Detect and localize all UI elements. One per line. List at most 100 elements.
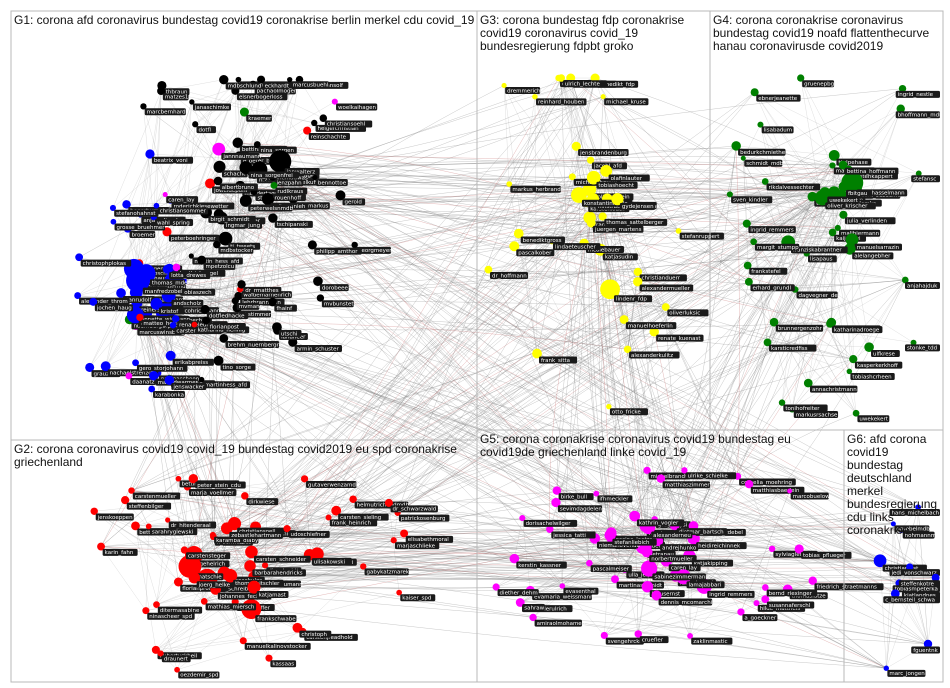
node-circle[interactable]: [125, 372, 133, 380]
node-circle[interactable]: [261, 562, 269, 569]
node-circle[interactable]: [656, 474, 666, 483]
node-circle[interactable]: [838, 181, 850, 192]
graph-node[interactable]: grosse_bruehmer: [110, 218, 166, 231]
node-circle[interactable]: [325, 514, 332, 521]
node-circle[interactable]: [492, 583, 500, 591]
graph-node[interactable]: norbertmueller: [641, 546, 697, 562]
node-circle[interactable]: [661, 303, 670, 311]
graph-node[interactable]: marcusbuehl: [287, 76, 329, 89]
graph-node[interactable]: peter_stein_cdu: [188, 474, 246, 489]
node-circle[interactable]: [180, 546, 189, 554]
node-circle[interactable]: [148, 385, 156, 393]
node-circle[interactable]: [192, 121, 199, 128]
graph-node[interactable]: jessica_tatti: [546, 525, 596, 539]
graph-node[interactable]: hans_michelbach: [889, 504, 941, 516]
node-circle[interactable]: [532, 94, 538, 100]
node-circle[interactable]: [153, 601, 160, 608]
graph-node[interactable]: lindenr_fdp: [600, 279, 653, 303]
node-circle[interactable]: [762, 584, 769, 591]
node-circle[interactable]: [845, 233, 859, 247]
graph-node[interactable]: karabonka: [148, 385, 185, 399]
node-circle[interactable]: [852, 409, 860, 417]
node-circle[interactable]: [633, 267, 643, 277]
graph-node[interactable]: mathias_miersch: [200, 597, 257, 611]
node-circle[interactable]: [247, 580, 261, 594]
node-circle[interactable]: [513, 228, 524, 239]
graph-node[interactable]: manuelhoeferlin: [619, 315, 677, 329]
node-circle[interactable]: [268, 213, 278, 223]
graph-node[interactable]: dirkwiese: [241, 492, 279, 505]
graph-node[interactable]: friedrich_straetmanns: [808, 576, 884, 591]
node-circle[interactable]: [744, 277, 753, 286]
node-circle[interactable]: [600, 279, 620, 300]
node-circle[interactable]: [169, 321, 177, 329]
node-circle[interactable]: [794, 544, 804, 554]
node-circle[interactable]: [675, 228, 682, 234]
node-circle[interactable]: [307, 240, 317, 250]
node-circle[interactable]: [506, 181, 513, 187]
graph-node[interactable]: gero_storjohann: [132, 359, 188, 372]
node-circle[interactable]: [915, 170, 922, 177]
graph-node[interactable]: gruebelmdb: [890, 521, 930, 533]
graph-node[interactable]: carsten_schneider: [245, 545, 311, 563]
graph-node[interactable]: fhainf: [268, 297, 297, 312]
graph-node[interactable]: marcobuelow: [787, 488, 830, 500]
graph-node[interactable]: otto_fricke: [606, 403, 648, 416]
graph-node[interactable]: albertbruno: [213, 176, 258, 191]
graph-node[interactable]: olafinlauter: [600, 164, 650, 182]
node-circle[interactable]: [257, 75, 266, 84]
graph-node[interactable]: zaklinmastic: [687, 632, 733, 645]
node-circle[interactable]: [151, 645, 160, 654]
node-circle[interactable]: [188, 474, 199, 484]
node-circle[interactable]: [239, 161, 253, 175]
node-circle[interactable]: [189, 99, 195, 105]
graph-node[interactable]: martinaschmidt: [611, 575, 664, 589]
graph-node[interactable]: georgmeyer: [351, 241, 392, 254]
graph-node[interactable]: tschipanski: [268, 213, 313, 228]
node-circle[interactable]: [731, 141, 741, 151]
node-circle[interactable]: [165, 517, 171, 523]
node-circle[interactable]: [803, 378, 813, 388]
graph-node[interactable]: mvmann: [231, 297, 264, 310]
graph-node[interactable]: lisabadum: [757, 121, 794, 134]
node-circle[interactable]: [883, 665, 889, 671]
node-circle[interactable]: [165, 350, 176, 361]
graph-node[interactable]: philipp_amthor: [307, 240, 362, 255]
graph-node[interactable]: ulrich_lechte: [557, 74, 608, 88]
graph-node[interactable]: ebnerjeanette: [750, 88, 801, 102]
node-circle[interactable]: [202, 316, 211, 325]
node-circle[interactable]: [649, 327, 659, 337]
graph-node[interactable]: nina_sorgenfrei: [239, 161, 299, 179]
node-circle[interactable]: [501, 82, 507, 89]
graph-node[interactable]: birke_bull: [552, 486, 594, 500]
graph-node[interactable]: amiraolmohamed: [529, 613, 585, 627]
node-circle[interactable]: [778, 399, 786, 406]
node-circle[interactable]: [586, 559, 593, 567]
graph-node[interactable]: alexandermueller: [633, 277, 694, 292]
node-circle[interactable]: [219, 74, 229, 85]
node-circle[interactable]: [484, 265, 493, 274]
graph-node[interactable]: manuelkalinovstocker: [239, 637, 311, 650]
node-circle[interactable]: [241, 492, 249, 500]
node-circle[interactable]: [834, 224, 841, 232]
graph-node[interactable]: dremmerich: [501, 82, 542, 94]
graph-node[interactable]: steffenbilger: [121, 496, 172, 510]
graph-node[interactable]: oezdemir_spd: [174, 666, 220, 679]
graph-node[interactable]: karin_fahn: [97, 542, 138, 557]
node-circle[interactable]: [611, 575, 619, 584]
graph-node[interactable]: bedurkchmiethe: [731, 141, 786, 156]
node-circle[interactable]: [634, 630, 642, 638]
graph-node[interactable]: dotfl: [192, 121, 216, 133]
node-circle[interactable]: [244, 560, 256, 572]
node-circle[interactable]: [303, 126, 312, 135]
graph-node[interactable]: caren_lay: [162, 192, 199, 203]
node-circle[interactable]: [910, 339, 917, 346]
graph-node[interactable]: jensbrandenburg: [571, 141, 629, 157]
graph-node[interactable]: reinschachte: [303, 126, 350, 141]
graph-node[interactable]: brehm_nuernbergn: [219, 333, 281, 348]
node-circle[interactable]: [140, 103, 147, 110]
node-circle[interactable]: [110, 218, 117, 225]
graph-node[interactable]: jenswacker: [164, 375, 207, 390]
node-circle[interactable]: [586, 170, 601, 185]
graph-node[interactable]: schacht: [213, 160, 248, 178]
